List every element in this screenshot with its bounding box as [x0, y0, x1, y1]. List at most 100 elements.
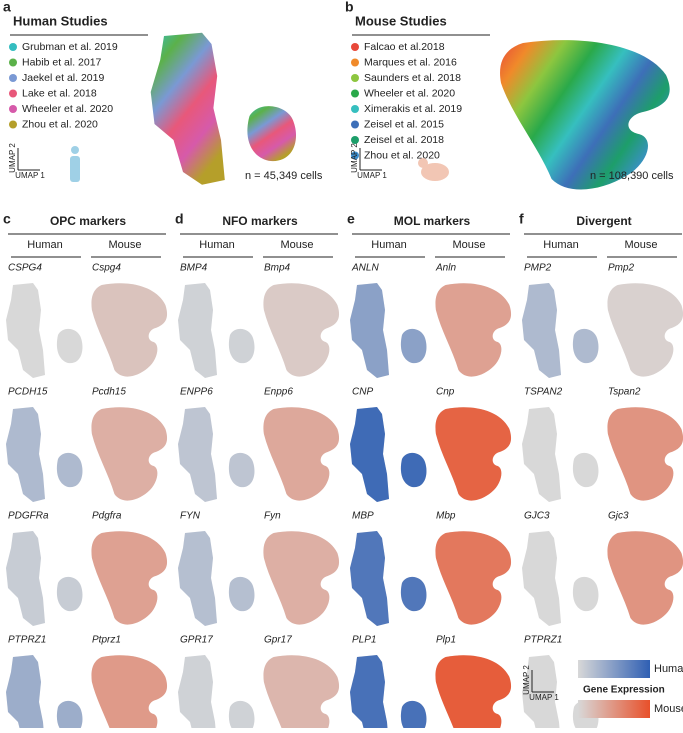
legend-dot — [9, 43, 17, 51]
legend-label: Marques et al. 2016 — [364, 56, 457, 68]
umap-thumbnail — [522, 531, 599, 626]
axis-label: UMAP 2 — [8, 143, 17, 173]
umap-thumbnail — [350, 283, 427, 378]
panel-title: Mouse Studies — [355, 13, 447, 28]
axis-label: UMAP 1 — [15, 171, 45, 180]
icon — [418, 158, 428, 168]
gene-label: BMP4 — [180, 263, 208, 274]
expression — [572, 576, 599, 612]
legend-label: Ximerakis et al. 2019 — [364, 103, 462, 115]
gene-label: Cspg4 — [92, 263, 121, 274]
legend-dot — [9, 120, 17, 129]
umap-cells — [500, 40, 670, 190]
gene-label: Ptprz1 — [92, 635, 121, 646]
panel-label: a — [3, 0, 11, 15]
column-header: Human — [27, 239, 62, 251]
panel-label: c — [3, 211, 11, 227]
umap-thumbnail — [91, 655, 168, 733]
panel-title: Divergent — [576, 214, 631, 228]
legend-label: Grubman et al. 2019 — [22, 41, 118, 53]
umap-thumbnail — [350, 531, 427, 626]
expression — [228, 700, 255, 733]
expression — [56, 576, 83, 612]
column-header: Human — [371, 239, 406, 251]
panel-label: b — [345, 0, 354, 15]
expression — [263, 283, 340, 377]
legend-dot — [9, 89, 17, 98]
legend-dot — [351, 43, 359, 51]
umap-thumbnail — [6, 655, 83, 733]
gene-label: MBP — [352, 511, 374, 522]
expression — [6, 283, 45, 378]
expression — [6, 531, 45, 626]
expression — [91, 655, 168, 733]
legend-dot — [351, 136, 359, 144]
column-header: Mouse — [108, 239, 141, 251]
expression — [435, 655, 512, 733]
umap-cells — [247, 106, 297, 162]
gene-label: PLP1 — [352, 635, 376, 646]
expression — [400, 700, 427, 733]
umap-thumbnail — [263, 531, 340, 625]
legend-label: Falcao et al.2018 — [364, 41, 445, 53]
expression — [56, 328, 83, 364]
umap-thumbnail — [435, 407, 512, 501]
panel-label: d — [175, 211, 184, 227]
umap-thumbnail — [91, 407, 168, 501]
expression — [56, 452, 83, 488]
umap-plot — [500, 40, 670, 190]
gene-label: PCDH15 — [8, 387, 48, 398]
gene-label: Bmp4 — [264, 263, 291, 274]
axis-label: UMAP 1 — [529, 693, 559, 702]
umap-thumbnail — [6, 531, 83, 626]
legend-dot — [351, 58, 359, 67]
legend-label: Zeisel et al. 2018 — [364, 134, 444, 146]
expression — [91, 407, 168, 501]
axis-label: UMAP 2 — [522, 665, 531, 695]
panel-title: Human Studies — [13, 13, 108, 28]
gene-label: Cnp — [436, 387, 455, 398]
axis-label: UMAP 2 — [350, 143, 359, 173]
umap-plot — [150, 32, 297, 185]
panel-label: f — [519, 211, 524, 227]
expression — [522, 531, 561, 626]
cell-count: n = 45,349 cells — [245, 170, 323, 182]
expression — [228, 576, 255, 612]
umap-thumbnail — [178, 283, 255, 378]
expression — [522, 283, 561, 378]
gene-label: PTPRZ1 — [524, 635, 562, 646]
expression — [435, 531, 512, 625]
legend-label: Habib et al. 2017 — [22, 56, 102, 68]
umap-thumbnail — [91, 283, 168, 377]
expression — [522, 407, 561, 502]
gene-label: CSPG4 — [8, 263, 42, 274]
expression — [435, 407, 512, 501]
legend-label: Wheeler et al. 2020 — [364, 87, 455, 99]
expression — [572, 452, 599, 488]
legend-label: Wheeler et al. 2020 — [22, 103, 113, 115]
legend-dot — [9, 58, 17, 67]
umap-thumbnail — [178, 407, 255, 502]
legend-label: Saunders et al. 2018 — [364, 72, 461, 84]
umap-thumbnail — [607, 407, 683, 501]
legend-dot — [351, 74, 359, 82]
gene-label: Anln — [435, 263, 456, 274]
gene-label: CNP — [352, 387, 373, 398]
umap-thumbnail — [435, 283, 512, 377]
expression — [6, 407, 45, 502]
umap-thumbnail — [263, 655, 340, 733]
expression — [178, 655, 217, 733]
legend-label: Zhou et al. 2020 — [364, 149, 440, 161]
expression — [607, 283, 683, 377]
legend-dot — [351, 120, 359, 129]
umap-thumbnail — [6, 407, 83, 502]
column-header: Human — [543, 239, 578, 251]
gene-label: Plp1 — [436, 635, 456, 646]
gene-label: TSPAN2 — [524, 387, 563, 398]
column-header: Mouse — [452, 239, 485, 251]
umap-thumbnail — [178, 531, 255, 626]
panel-title: OPC markers — [50, 214, 126, 228]
panel-title: MOL markers — [394, 214, 471, 228]
gene-label: PTPRZ1 — [8, 635, 46, 646]
